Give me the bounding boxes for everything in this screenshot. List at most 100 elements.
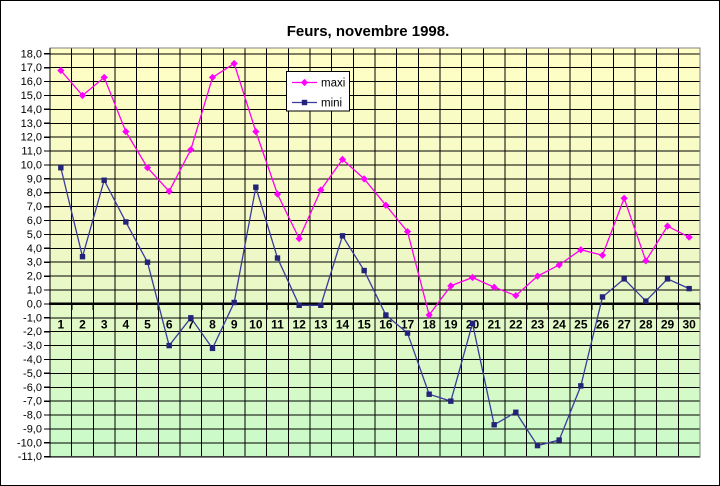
x-tick-label: 7 <box>187 318 194 332</box>
x-tick-label: 16 <box>379 318 393 332</box>
maxi-marker <box>620 194 628 202</box>
x-tick-label: 2 <box>79 318 86 332</box>
x-tick-label: 30 <box>682 318 696 332</box>
y-tick-label: -10,0 <box>17 437 42 449</box>
mini-marker <box>426 391 432 397</box>
maxi-marker <box>57 66 65 75</box>
maxi-marker <box>685 233 693 241</box>
mini-marker <box>404 330 411 336</box>
y-tick-label: 15,0 <box>21 90 42 102</box>
x-tick-label: 17 <box>401 318 415 332</box>
maxi-marker <box>533 272 542 280</box>
legend-maxi-label: maxi <box>321 78 345 90</box>
mini-marker <box>556 437 562 443</box>
x-tick-label: 13 <box>314 318 328 332</box>
mini-marker <box>664 276 671 282</box>
maxi-marker <box>555 261 563 269</box>
maxi-marker <box>382 201 390 209</box>
maxi-marker <box>468 273 477 282</box>
mini-marker <box>469 320 476 327</box>
plot-layer: 18,017,016,015,014,013,012,011,010,09,08… <box>17 47 701 463</box>
y-tick-label: 5,0 <box>27 229 42 241</box>
mini-marker <box>578 383 584 389</box>
mini-marker <box>209 345 216 352</box>
x-tick-label: 14 <box>336 318 350 332</box>
mini-marker <box>231 299 237 306</box>
x-tick-label: 12 <box>292 318 306 332</box>
x-tick-label: 18 <box>422 318 436 332</box>
x-tick-label: 25 <box>574 318 588 332</box>
mini-marker <box>448 398 454 404</box>
x-tick-label: 29 <box>661 318 675 332</box>
maxi-marker <box>317 186 325 194</box>
x-axis-labels: 1234567891011121314151617181920212223242… <box>57 318 696 332</box>
y-tick-label: 0,0 <box>27 298 42 310</box>
y-tick-label: -2,0 <box>23 326 42 338</box>
y-tick-label: -4,0 <box>23 354 42 366</box>
y-tick-label: -1,0 <box>23 312 42 324</box>
y-tick-label: 4,0 <box>27 243 42 255</box>
mini-marker <box>318 302 324 308</box>
x-tick-label: 21 <box>487 318 501 332</box>
maxi-marker <box>490 283 498 291</box>
y-tick-label: -9,0 <box>23 423 42 435</box>
y-tick-label: 7,0 <box>27 201 42 213</box>
maxi-series-markers <box>57 59 693 319</box>
mini-marker <box>599 294 606 300</box>
mini-marker <box>144 259 151 265</box>
maxi-marker <box>273 190 282 198</box>
maxi-marker <box>403 228 412 236</box>
y-tick-label: -3,0 <box>23 340 42 352</box>
mini-marker <box>79 253 86 260</box>
maxi-marker <box>360 175 368 183</box>
y-tick-label: 8,0 <box>27 187 42 199</box>
y-tick-label: -8,0 <box>23 410 42 422</box>
x-tick-label: 9 <box>231 318 238 332</box>
y-tick-label: 14,0 <box>21 104 42 116</box>
x-tick-label: 8 <box>209 318 216 332</box>
mini-marker <box>101 177 107 183</box>
mini-marker <box>361 267 367 274</box>
maxi-marker <box>165 187 173 195</box>
mini-marker <box>534 442 541 449</box>
axes <box>44 48 701 458</box>
x-tick-label: 22 <box>509 318 523 332</box>
mini-marker <box>686 285 692 292</box>
mini-series-line <box>60 167 690 447</box>
mini-marker <box>253 184 259 190</box>
chart-title: Feurs, novembre 1998. <box>287 23 450 40</box>
maxi-marker <box>208 73 217 82</box>
maxi-marker <box>122 128 130 136</box>
maxi-series-line <box>60 62 690 317</box>
x-tick-label: 10 <box>249 318 263 332</box>
y-tick-label: -6,0 <box>23 382 42 394</box>
maxi-marker <box>295 234 303 243</box>
y-axis-labels: 18,0 17,0 16,0 15,0 14,0 13,0 12,0 11,010,0 9,0 8… <box>17 48 42 463</box>
mini-marker <box>274 255 281 261</box>
maxi-marker <box>252 128 260 136</box>
x-tick-label: 5 <box>144 318 151 332</box>
legend-maxi-marker <box>300 78 309 87</box>
y-tick-label: -7,0 <box>23 396 42 408</box>
x-tick-label: 26 <box>596 318 610 332</box>
x-tick-label: 15 <box>357 318 371 332</box>
maxi-marker <box>512 291 520 300</box>
maxi-marker <box>187 146 195 154</box>
mini-marker <box>621 276 627 282</box>
maxi-marker <box>425 311 433 319</box>
mini-marker <box>58 165 64 171</box>
maxi-marker <box>577 246 585 254</box>
mini-marker <box>339 233 346 239</box>
mini-series-markers <box>58 165 692 449</box>
y-tick-label: -11,0 <box>18 451 42 463</box>
x-tick-label: 28 <box>639 318 653 332</box>
maxi-marker <box>143 164 152 172</box>
maxi-marker <box>663 222 672 230</box>
legend-mini-marker <box>301 99 308 106</box>
x-tick-label: 19 <box>444 318 458 332</box>
y-tick-label: 16,0 <box>21 76 42 88</box>
maxi-marker <box>100 73 108 82</box>
maxi-marker <box>447 282 455 290</box>
